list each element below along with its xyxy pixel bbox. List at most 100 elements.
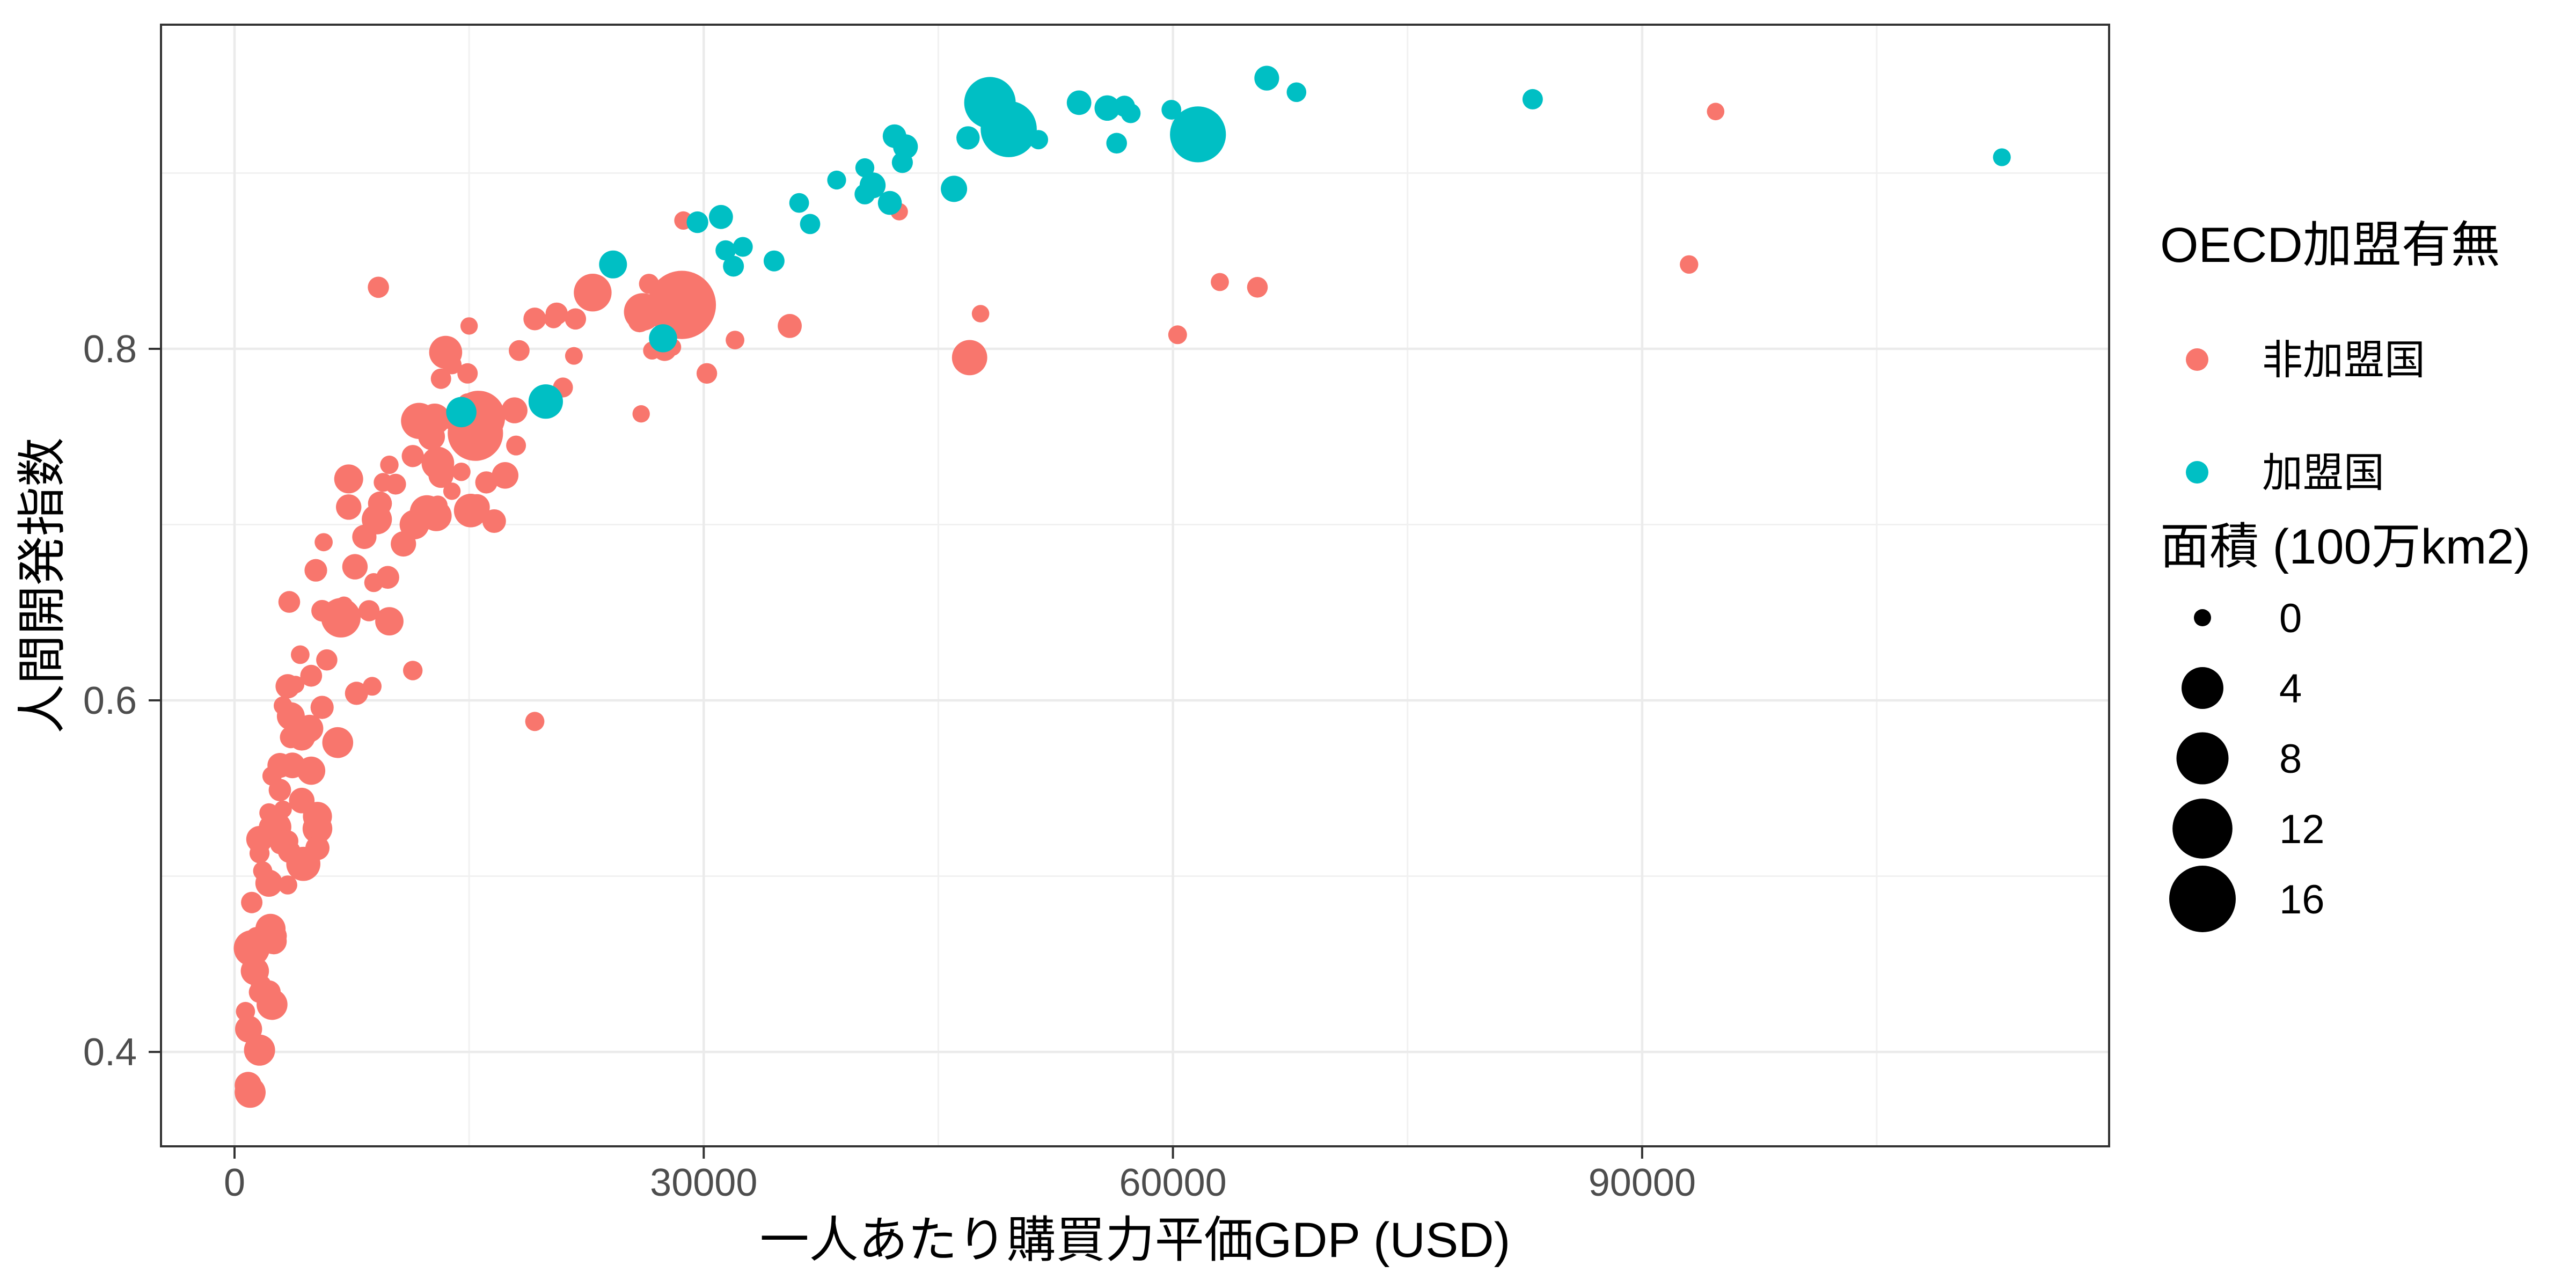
data-point-oecd bbox=[964, 77, 1016, 129]
x-tick-label: 0 bbox=[224, 1161, 245, 1204]
color-legend-title: OECD加盟有無 bbox=[2160, 218, 2500, 273]
data-point-non-oecd bbox=[322, 727, 354, 758]
data-point-non-oecd bbox=[565, 308, 587, 330]
color-legend-label: 非加盟国 bbox=[2262, 338, 2425, 383]
data-point-non-oecd bbox=[364, 573, 384, 592]
data-point-non-oecd bbox=[316, 649, 338, 671]
data-point-non-oecd bbox=[262, 766, 282, 786]
data-point-oecd bbox=[599, 250, 627, 279]
data-point-oecd bbox=[649, 324, 677, 353]
data-point-non-oecd bbox=[270, 835, 290, 854]
y-tick-label: 0.4 bbox=[83, 1031, 137, 1074]
data-point-non-oecd bbox=[509, 340, 530, 361]
data-point-non-oecd bbox=[475, 471, 497, 494]
data-point-non-oecd bbox=[428, 463, 453, 488]
data-point-non-oecd bbox=[402, 411, 427, 435]
data-point-oecd bbox=[956, 126, 980, 150]
data-point-non-oecd bbox=[235, 1015, 262, 1043]
data-point-non-oecd bbox=[314, 533, 333, 552]
size-legend-items: 0 4 8 12 16 bbox=[2169, 596, 2325, 932]
size-legend-key bbox=[2169, 866, 2236, 932]
data-point-non-oecd bbox=[274, 696, 292, 715]
data-point-non-oecd bbox=[501, 397, 528, 423]
data-point-non-oecd bbox=[506, 435, 526, 456]
data-point-oecd bbox=[1522, 89, 1543, 109]
data-point-oecd bbox=[686, 211, 708, 233]
data-point-non-oecd bbox=[430, 368, 451, 389]
data-point-non-oecd bbox=[1680, 255, 1699, 274]
data-point-non-oecd bbox=[401, 445, 424, 467]
data-point-non-oecd bbox=[278, 875, 297, 895]
x-tick-label: 30000 bbox=[650, 1161, 757, 1204]
data-point-oecd bbox=[723, 255, 744, 277]
data-point-non-oecd bbox=[428, 495, 448, 515]
data-point-non-oecd bbox=[259, 926, 279, 946]
data-point-non-oecd bbox=[274, 800, 292, 818]
data-point-non-oecd bbox=[442, 355, 462, 375]
data-point-oecd bbox=[709, 204, 733, 229]
size-legend-key bbox=[2182, 667, 2223, 709]
data-point-non-oecd bbox=[457, 363, 478, 384]
data-point-non-oecd bbox=[235, 1072, 262, 1099]
data-point-oecd bbox=[855, 158, 875, 178]
data-point-non-oecd bbox=[565, 347, 583, 365]
data-point-oecd bbox=[1161, 100, 1182, 120]
data-point-oecd bbox=[827, 170, 846, 190]
data-point-non-oecd bbox=[287, 676, 305, 693]
data-point-oecd bbox=[891, 152, 913, 173]
data-point-non-oecd bbox=[544, 309, 563, 328]
data-point-oecd bbox=[1286, 82, 1307, 103]
data-point-oecd bbox=[1094, 95, 1120, 121]
y-axis-title: 人間開発指数 bbox=[15, 437, 70, 734]
data-point-non-oecd bbox=[363, 677, 382, 696]
data-point-non-oecd bbox=[249, 843, 270, 863]
data-point-non-oecd bbox=[278, 591, 301, 613]
panel-border bbox=[160, 24, 2110, 1147]
data-point-oecd bbox=[800, 214, 821, 235]
size-legend-label: 16 bbox=[2279, 877, 2325, 923]
size-legend: 面積 (100万km2) 0 4 8 12 16 bbox=[2160, 519, 2530, 932]
data-point-non-oecd bbox=[778, 314, 802, 338]
data-point-non-oecd bbox=[523, 308, 546, 331]
data-point-non-oecd bbox=[647, 270, 716, 339]
data-point-non-oecd bbox=[525, 712, 545, 731]
data-point-oecd bbox=[882, 124, 906, 148]
grid-major-lines bbox=[161, 25, 2109, 1146]
data-point-non-oecd bbox=[310, 696, 334, 719]
data-point-non-oecd bbox=[334, 464, 363, 494]
data-point-oecd bbox=[1254, 65, 1279, 91]
data-point-non-oecd bbox=[574, 274, 612, 312]
data-point-oecd bbox=[1170, 106, 1226, 163]
data-point-non-oecd bbox=[280, 726, 302, 749]
size-legend-key bbox=[2194, 609, 2211, 626]
data-points-layer bbox=[233, 65, 2011, 1108]
y-tick-label: 0.6 bbox=[83, 679, 137, 722]
data-point-non-oecd bbox=[352, 524, 377, 550]
data-point-non-oecd bbox=[259, 803, 279, 823]
data-point-non-oecd bbox=[289, 787, 315, 814]
data-point-non-oecd bbox=[336, 494, 362, 520]
x-axis-title: 一人あたり購買力平価GDP (USD) bbox=[760, 1213, 1511, 1268]
data-point-non-oecd bbox=[482, 509, 506, 533]
data-point-non-oecd bbox=[1168, 325, 1187, 345]
axis-ticks bbox=[149, 347, 1643, 1159]
data-point-non-oecd bbox=[291, 645, 310, 664]
data-point-non-oecd bbox=[952, 340, 987, 376]
data-point-oecd bbox=[528, 384, 563, 419]
data-point-oecd bbox=[1029, 130, 1048, 150]
size-legend-key bbox=[2172, 799, 2233, 859]
data-point-oecd bbox=[1106, 133, 1127, 154]
data-point-non-oecd bbox=[1211, 273, 1229, 291]
data-point-non-oecd bbox=[368, 276, 389, 298]
data-point-oecd bbox=[763, 250, 785, 272]
size-legend-key bbox=[2176, 732, 2229, 785]
data-point-non-oecd bbox=[696, 363, 718, 384]
data-point-non-oecd bbox=[726, 331, 744, 349]
data-point-non-oecd bbox=[403, 661, 423, 680]
data-point-non-oecd bbox=[1247, 277, 1268, 298]
size-legend-label: 0 bbox=[2279, 596, 2302, 641]
data-point-non-oecd bbox=[300, 664, 323, 687]
